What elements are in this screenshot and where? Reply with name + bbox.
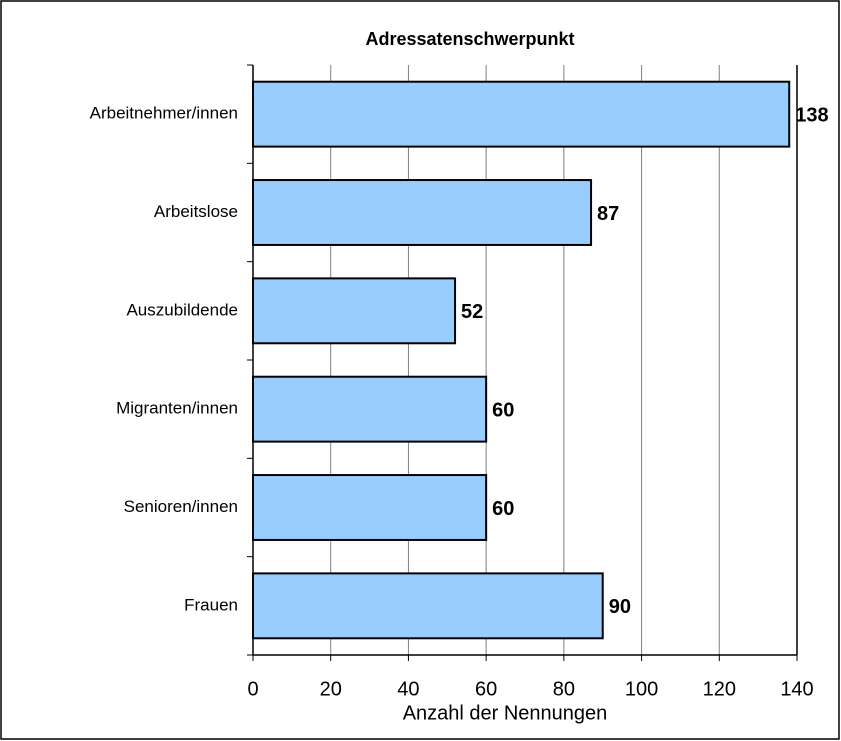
data-label: 87	[597, 203, 619, 225]
y-tick-label: Arbeitslose	[154, 202, 238, 221]
x-tick-label: 20	[320, 678, 342, 700]
x-tick-label: 120	[703, 678, 736, 700]
x-tick-label: 40	[397, 678, 419, 700]
bar	[252, 179, 593, 246]
bar	[252, 474, 488, 541]
data-label: 60	[492, 498, 514, 520]
bar	[252, 375, 488, 443]
data-label: 138	[795, 104, 828, 126]
y-tick-label: Senioren/innen	[124, 497, 238, 516]
x-tick-label: 60	[475, 678, 497, 700]
y-tick-label: Frauen	[184, 595, 238, 614]
x-tick-label: 0	[247, 678, 258, 700]
chart-title: Adressatenschwerpunkt	[365, 29, 574, 49]
y-tick-label: Migranten/innen	[116, 399, 238, 418]
x-tick-label: 140	[780, 678, 813, 700]
bar	[252, 80, 791, 148]
bar	[252, 572, 604, 640]
y-tick-label: Auszubildende	[126, 300, 238, 319]
data-label: 90	[609, 596, 631, 618]
bar	[252, 277, 457, 345]
data-label: 52	[461, 301, 483, 323]
y-tick-label: Arbeitnehmer/innen	[90, 104, 238, 123]
x-tick-label: 80	[553, 678, 575, 700]
x-axis-label: Anzahl der Nennungen	[403, 702, 608, 724]
data-label: 60	[492, 399, 514, 421]
x-tick-label: 100	[625, 678, 658, 700]
